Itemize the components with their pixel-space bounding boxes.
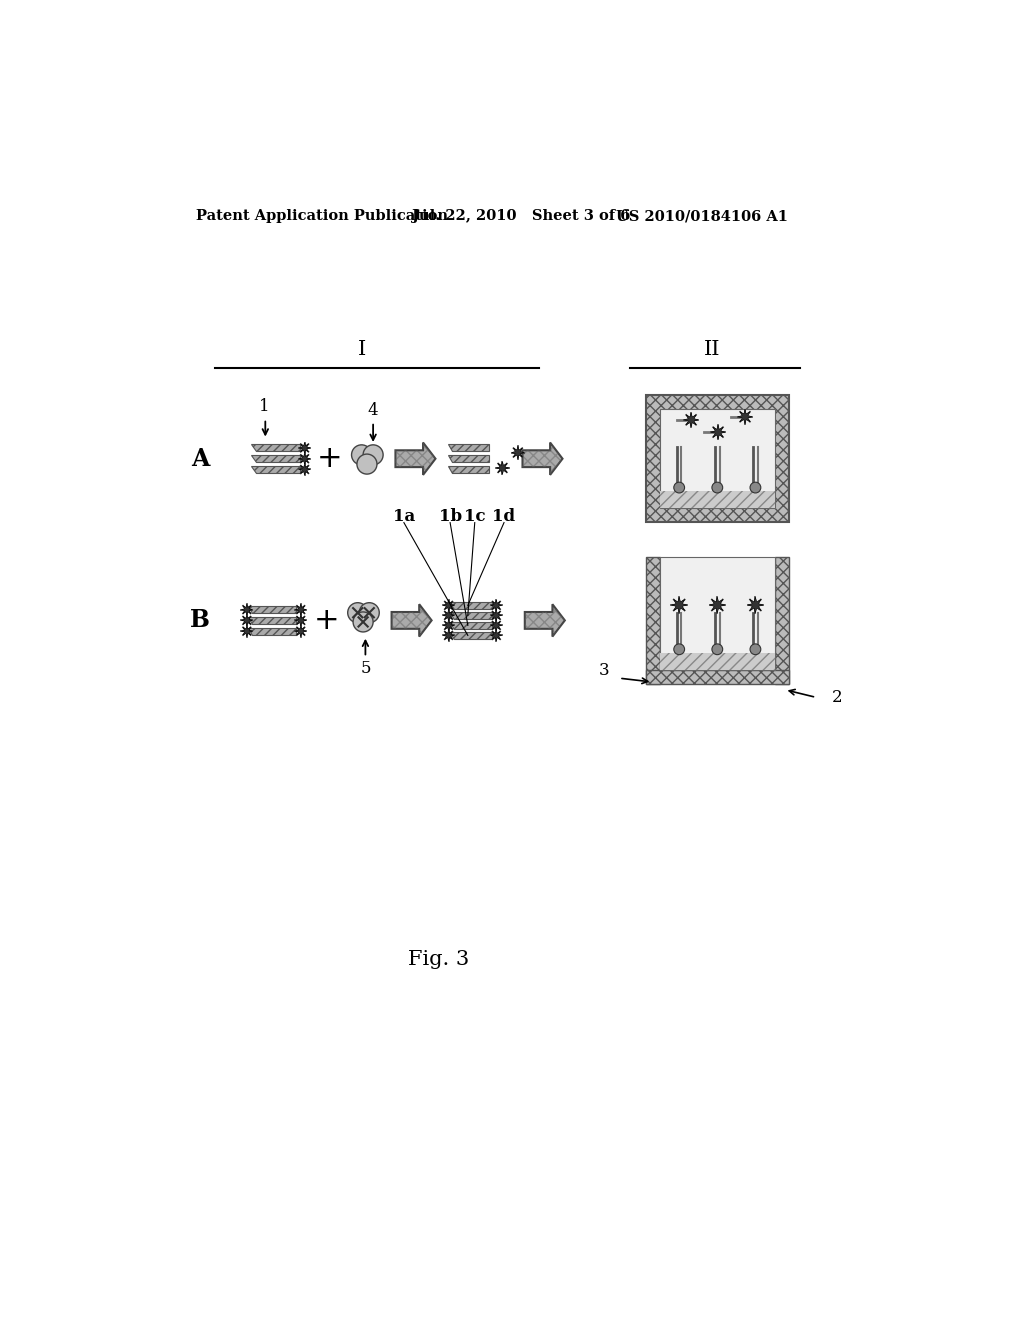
Circle shape <box>359 603 379 623</box>
Bar <box>659 409 775 508</box>
Polygon shape <box>299 465 310 475</box>
Text: B: B <box>189 609 210 632</box>
Polygon shape <box>395 442 435 475</box>
Polygon shape <box>450 632 492 639</box>
Polygon shape <box>299 442 310 453</box>
Polygon shape <box>391 605 432 636</box>
Polygon shape <box>447 466 488 473</box>
Polygon shape <box>295 626 306 636</box>
Polygon shape <box>443 620 454 631</box>
Polygon shape <box>447 455 488 462</box>
Text: +: + <box>316 445 342 473</box>
Circle shape <box>357 454 377 474</box>
Text: Jul. 22, 2010   Sheet 3 of 6: Jul. 22, 2010 Sheet 3 of 6 <box>412 209 630 223</box>
Circle shape <box>351 445 372 465</box>
Text: II: II <box>703 339 720 359</box>
Polygon shape <box>447 445 488 451</box>
Circle shape <box>750 482 761 492</box>
Circle shape <box>674 644 685 655</box>
Circle shape <box>674 482 685 492</box>
Text: +: + <box>314 606 340 635</box>
Text: 1a: 1a <box>393 508 415 525</box>
Text: 4: 4 <box>368 401 379 418</box>
Polygon shape <box>522 442 562 475</box>
Polygon shape <box>299 453 310 465</box>
Polygon shape <box>710 598 725 612</box>
Polygon shape <box>490 601 502 611</box>
Polygon shape <box>252 445 300 451</box>
Polygon shape <box>450 612 492 619</box>
Polygon shape <box>524 605 565 636</box>
Bar <box>646 671 788 684</box>
Text: 1c: 1c <box>464 508 485 525</box>
Text: 1: 1 <box>258 397 269 414</box>
Polygon shape <box>512 446 524 459</box>
Bar <box>659 491 775 508</box>
Polygon shape <box>490 620 502 631</box>
Bar <box>775 557 788 684</box>
Polygon shape <box>748 598 763 612</box>
Polygon shape <box>490 610 502 620</box>
Bar <box>646 395 788 523</box>
Circle shape <box>750 644 761 655</box>
Circle shape <box>712 644 723 655</box>
Text: 1d: 1d <box>493 508 515 525</box>
Polygon shape <box>738 409 752 424</box>
Polygon shape <box>248 616 296 624</box>
Polygon shape <box>252 466 300 473</box>
Polygon shape <box>450 622 492 628</box>
Polygon shape <box>242 626 252 636</box>
Circle shape <box>364 445 383 465</box>
Text: 1b: 1b <box>438 508 462 525</box>
Polygon shape <box>711 425 725 440</box>
Circle shape <box>712 482 723 492</box>
Polygon shape <box>443 610 454 620</box>
Polygon shape <box>242 615 252 626</box>
Polygon shape <box>252 455 300 462</box>
Polygon shape <box>248 606 296 612</box>
Polygon shape <box>450 602 492 609</box>
Text: 5: 5 <box>360 660 371 677</box>
Text: 3: 3 <box>598 661 609 678</box>
Text: 2: 2 <box>831 689 843 706</box>
Polygon shape <box>497 462 509 474</box>
Text: US 2010/0184106 A1: US 2010/0184106 A1 <box>615 209 787 223</box>
Polygon shape <box>672 598 687 612</box>
Polygon shape <box>248 628 296 635</box>
Text: A: A <box>190 446 209 471</box>
Text: Patent Application Publication: Patent Application Publication <box>196 209 449 223</box>
Polygon shape <box>295 605 306 615</box>
Text: I: I <box>357 339 366 359</box>
Circle shape <box>353 612 373 632</box>
Polygon shape <box>684 413 698 426</box>
Polygon shape <box>295 615 306 626</box>
Text: Fig. 3: Fig. 3 <box>408 949 469 969</box>
Polygon shape <box>490 630 502 640</box>
Bar <box>659 653 775 671</box>
Polygon shape <box>443 630 454 640</box>
Polygon shape <box>242 605 252 615</box>
Bar <box>646 557 659 684</box>
Polygon shape <box>443 601 454 611</box>
Bar <box>659 557 775 671</box>
Circle shape <box>348 603 368 623</box>
